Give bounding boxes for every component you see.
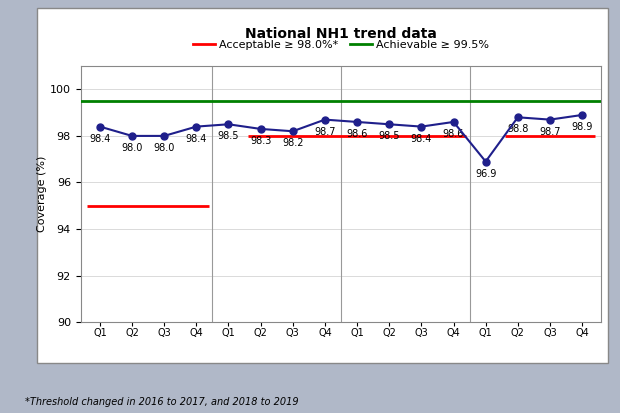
Y-axis label: Coverage (%): Coverage (%) xyxy=(37,156,47,232)
Text: 98.6: 98.6 xyxy=(347,129,368,139)
Text: 98.4: 98.4 xyxy=(185,133,207,144)
Text: 98.4: 98.4 xyxy=(89,133,110,144)
Text: 98.4: 98.4 xyxy=(410,133,432,144)
Legend: Acceptable ≥ 98.0%*, Achievable ≥ 99.5%: Acceptable ≥ 98.0%*, Achievable ≥ 99.5% xyxy=(188,36,494,55)
Text: 98.5: 98.5 xyxy=(378,131,400,141)
Text: 98.0: 98.0 xyxy=(154,143,175,153)
Title: National NH1 trend data: National NH1 trend data xyxy=(245,27,437,41)
Text: 98.0: 98.0 xyxy=(122,143,143,153)
Text: 98.8: 98.8 xyxy=(507,124,528,134)
Text: 98.7: 98.7 xyxy=(539,127,560,137)
Text: 96.9: 96.9 xyxy=(475,169,497,178)
Text: 98.6: 98.6 xyxy=(443,129,464,139)
Text: 98.9: 98.9 xyxy=(572,122,593,132)
Text: 98.5: 98.5 xyxy=(218,131,239,141)
Text: 98.7: 98.7 xyxy=(314,127,335,137)
Text: *Threshold changed in 2016 to 2017, and 2018 to 2019: *Threshold changed in 2016 to 2017, and … xyxy=(25,397,298,407)
Text: 98.3: 98.3 xyxy=(250,136,272,146)
Text: 98.2: 98.2 xyxy=(282,138,304,148)
